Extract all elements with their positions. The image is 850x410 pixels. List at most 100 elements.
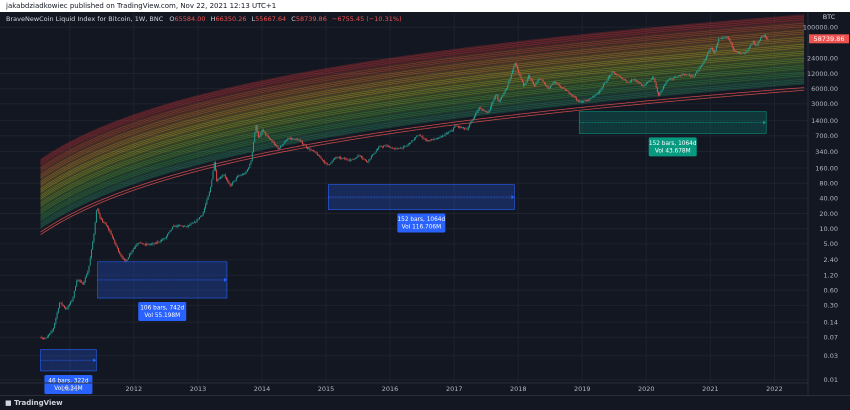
candle xyxy=(660,90,662,94)
candle-body xyxy=(61,302,63,305)
candle xyxy=(372,154,374,157)
candle xyxy=(588,99,590,102)
candle-body xyxy=(213,162,215,171)
candle-body xyxy=(439,136,441,138)
candle xyxy=(202,211,204,217)
candle-body xyxy=(203,208,205,213)
candle xyxy=(645,81,647,86)
candle xyxy=(482,108,484,112)
candle xyxy=(516,65,518,71)
candle-body xyxy=(488,109,490,113)
time-scale[interactable]: 2011 2012 2013 2014 2015 2016 2017 2018 2019 2020… xyxy=(0,382,808,393)
candle xyxy=(643,83,645,88)
candle-body xyxy=(305,145,307,148)
band-line xyxy=(40,61,805,207)
candle xyxy=(249,163,251,169)
candle xyxy=(251,151,253,162)
candle-body xyxy=(86,274,88,278)
low-label: L xyxy=(252,15,256,23)
candle-body xyxy=(386,145,388,147)
y-tick-label: 6000.00 xyxy=(811,85,838,93)
band-line xyxy=(40,58,805,204)
candle xyxy=(294,138,296,141)
candle xyxy=(129,252,130,258)
candle xyxy=(420,133,421,137)
candle xyxy=(267,134,269,139)
candle-body xyxy=(491,103,493,108)
candle xyxy=(190,222,192,227)
candle xyxy=(230,183,232,187)
candle-body xyxy=(460,126,462,129)
candle xyxy=(358,154,360,157)
candle-body xyxy=(243,174,245,175)
candle xyxy=(76,279,78,287)
measurement-volume-label: Vol 116.706M xyxy=(402,225,442,231)
candle-body xyxy=(480,107,482,109)
candle xyxy=(165,235,167,240)
candle xyxy=(221,175,223,179)
candle-body xyxy=(422,136,424,139)
candle xyxy=(338,156,340,160)
candle xyxy=(277,145,279,151)
candle-body xyxy=(563,87,565,89)
candle-body xyxy=(73,290,75,298)
candle-body xyxy=(602,84,604,87)
candle-body xyxy=(325,163,327,164)
candle xyxy=(71,299,73,303)
candle-body xyxy=(600,89,602,91)
candle xyxy=(94,221,96,235)
candle xyxy=(644,83,646,87)
candle-body xyxy=(433,138,435,141)
candle-body xyxy=(408,142,410,145)
y-tick-label: 3000.00 xyxy=(811,100,838,108)
candle xyxy=(584,99,586,102)
candle xyxy=(475,112,477,118)
candle xyxy=(696,70,698,74)
candle xyxy=(309,146,311,152)
price-scale[interactable]: BTC 100000.00 24000.00 12000.00 6000.00 3000… xyxy=(803,13,838,384)
candle xyxy=(665,80,667,86)
candle xyxy=(44,337,46,340)
candle xyxy=(179,223,181,227)
candle xyxy=(529,74,531,80)
candle-body xyxy=(677,75,679,78)
measurement-label-box xyxy=(44,374,93,394)
candle-body xyxy=(106,225,108,228)
candle xyxy=(219,176,221,180)
candle-body xyxy=(342,158,344,159)
candle xyxy=(235,176,237,182)
tradingview-logo[interactable]: ■ TradingView xyxy=(5,399,63,407)
candle xyxy=(639,82,641,85)
candle-body xyxy=(707,53,709,57)
candle xyxy=(321,158,323,162)
candle xyxy=(115,242,117,247)
candle xyxy=(130,252,132,256)
candle-body xyxy=(501,96,502,100)
candle-body xyxy=(135,246,137,248)
candle-body xyxy=(331,160,333,163)
candle-body xyxy=(191,223,193,224)
candle-body xyxy=(607,77,609,81)
candle xyxy=(719,38,721,40)
candle-body xyxy=(717,42,718,46)
candle-body xyxy=(524,84,526,86)
candle xyxy=(254,132,256,143)
band-line xyxy=(40,52,805,198)
candle xyxy=(248,167,250,171)
candle-body xyxy=(489,107,491,110)
candle-body xyxy=(454,125,456,128)
candle xyxy=(352,158,354,161)
candle-body xyxy=(251,151,253,161)
candle xyxy=(499,98,501,104)
candle-body xyxy=(310,149,312,151)
candle xyxy=(667,79,669,82)
candle-body xyxy=(751,43,753,46)
candle xyxy=(437,137,439,140)
candle-body xyxy=(108,227,110,230)
candle-body xyxy=(625,79,626,81)
candle-body xyxy=(437,138,439,140)
candle-body xyxy=(654,78,656,83)
candle-body xyxy=(129,254,130,258)
candle xyxy=(187,225,189,229)
